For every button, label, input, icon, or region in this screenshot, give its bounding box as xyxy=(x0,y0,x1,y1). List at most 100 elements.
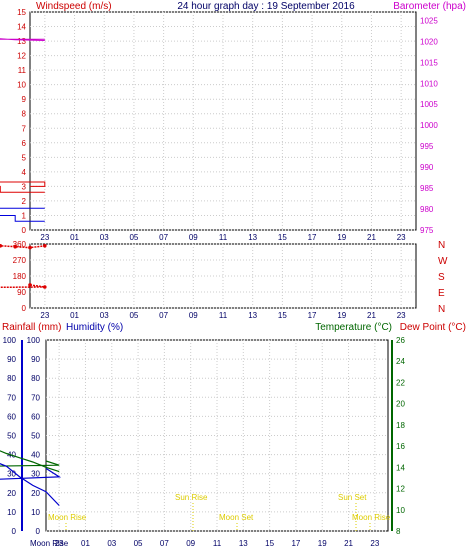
wind-x-tick-label: 15 xyxy=(278,233,287,242)
temperature-tick-label: 14 xyxy=(396,463,405,472)
rainfall-tick-label: 20 xyxy=(7,489,16,498)
direction-tick-label: 0 xyxy=(22,304,27,313)
direction-x-tick-label: 05 xyxy=(129,311,138,320)
wind-x-tick-label: 19 xyxy=(337,233,346,242)
event-label: Sun Set xyxy=(338,493,367,502)
event-label: Moon Rise xyxy=(48,513,87,522)
windspeed-tick-label: 15 xyxy=(17,8,26,17)
windspeed-tick-label: 7 xyxy=(22,124,27,133)
bottom-x-tick-label: 15 xyxy=(265,539,274,548)
rainfall-axis-label: Rainfall (mm) xyxy=(2,322,61,333)
windspeed-tick-label: 12 xyxy=(17,52,26,61)
windspeed-tick-label: 4 xyxy=(22,168,27,177)
rainfall-tick-label: 100 xyxy=(3,336,17,345)
wind-x-tick-label: 17 xyxy=(308,233,317,242)
bottom-x-tick-label: 07 xyxy=(160,539,169,548)
bottom-x-tick-label: 23 xyxy=(370,539,379,548)
bottom-x-tick-label: 09 xyxy=(186,539,195,548)
barometer-tick-label: 1015 xyxy=(420,58,438,67)
barometer-tick-label: 990 xyxy=(420,163,434,172)
windspeed-tick-label: 3 xyxy=(22,182,27,191)
event-label: Sun Rise xyxy=(175,493,208,502)
humidity-axis-label: Humidity (%) xyxy=(66,322,123,333)
bottom-x-tick-label: 03 xyxy=(107,539,116,548)
temperature-tick-label: 20 xyxy=(396,400,405,409)
windspeed-tick-label: 5 xyxy=(22,153,27,162)
dewpoint-axis-label: Dew Point (°C) xyxy=(400,322,466,333)
compass-north-bottom: N xyxy=(438,304,445,315)
compass-west: W xyxy=(438,256,448,267)
wind-x-tick-label: 21 xyxy=(367,233,376,242)
direction-x-tick-label: 23 xyxy=(397,311,406,320)
direction-x-tick-label: 19 xyxy=(337,311,346,320)
windspeed-tick-label: 1 xyxy=(22,211,27,220)
wind-direction-point xyxy=(43,285,47,289)
humidity-tick-label: 50 xyxy=(31,432,40,441)
humidity-tick-label: 0 xyxy=(36,527,41,536)
direction-x-tick-label: 23 xyxy=(40,311,49,320)
direction-x-tick-label: 21 xyxy=(367,311,376,320)
temperature-tick-label: 24 xyxy=(396,357,405,366)
temperature-tick-label: 8 xyxy=(396,527,401,536)
direction-x-tick-label: 09 xyxy=(189,311,198,320)
wind-panel-frame xyxy=(29,11,417,231)
direction-x-tick-label: 01 xyxy=(70,311,79,320)
rainfall-tick-label: 60 xyxy=(7,412,16,421)
barometer-tick-label: 995 xyxy=(420,142,434,151)
barometer-tick-label: 980 xyxy=(420,205,434,214)
bottom-x-tick-label: 11 xyxy=(213,539,222,548)
humidity-tick-label: 100 xyxy=(27,336,41,345)
barometer-tick-label: 1005 xyxy=(420,100,438,109)
humidity-tick-label: 20 xyxy=(31,489,40,498)
rainfall-tick-label: 50 xyxy=(7,432,16,441)
barometer-tick-label: 1000 xyxy=(420,121,438,130)
rainfall-tick-label: 30 xyxy=(7,470,16,479)
wind-x-tick-label: 13 xyxy=(248,233,257,242)
humidity-tick-label: 30 xyxy=(31,470,40,479)
direction-x-tick-label: 17 xyxy=(308,311,317,320)
bottom-x-tick-label: 01 xyxy=(81,539,90,548)
humidity-tick-label: 40 xyxy=(31,451,40,460)
windspeed-tick-label: 11 xyxy=(18,66,27,75)
dewpoint-line xyxy=(0,463,62,506)
wind-x-tick-label: 23 xyxy=(40,233,49,242)
bottom-x-tick-label: 21 xyxy=(344,539,353,548)
bottom-x-tick-label: 19 xyxy=(318,539,327,548)
bottom-x-tick-label: 05 xyxy=(134,539,143,548)
windspeed-axis-label: Windspeed (m/s) xyxy=(36,1,112,12)
humidity-tick-label: 10 xyxy=(31,508,40,517)
wind-direction-point xyxy=(0,244,3,248)
temperature-tick-label: 12 xyxy=(396,485,405,494)
wind-x-tick-label: 01 xyxy=(70,233,79,242)
barometer-tick-label: 1010 xyxy=(420,79,438,88)
rainfall-tick-label: 80 xyxy=(7,374,16,383)
barometer-tick-label: 1020 xyxy=(420,37,438,46)
wind-x-tick-label: 07 xyxy=(159,233,168,242)
humidity-tick-label: 80 xyxy=(31,374,40,383)
humidity-tick-label: 90 xyxy=(31,355,40,364)
rainfall-tick-label: 10 xyxy=(7,508,16,517)
windspeed-tick-label: 0 xyxy=(22,226,27,235)
windspeed-tick-label: 6 xyxy=(22,139,27,148)
humidity-tick-label: 70 xyxy=(31,393,40,402)
windspeed-tick-label: 9 xyxy=(22,95,27,104)
direction-tick-label: 270 xyxy=(13,256,27,265)
event-label: Moon Set xyxy=(219,513,254,522)
wind-x-tick-label: 09 xyxy=(189,233,198,242)
windspeed-tick-label: 10 xyxy=(17,81,26,90)
temperature-tick-label: 18 xyxy=(396,421,405,430)
data-series xyxy=(0,38,62,506)
rainfall-tick-label: 70 xyxy=(7,393,16,402)
moon-rise-axis-label: Moon Rise xyxy=(30,539,69,548)
compass-east: E xyxy=(438,288,445,299)
grid-lines xyxy=(30,11,416,532)
temperature-tick-label: 10 xyxy=(396,506,405,515)
direction-tick-label: 360 xyxy=(13,240,27,249)
wind-x-tick-label: 23 xyxy=(397,233,406,242)
bottom-x-tick-label: 23 xyxy=(55,539,64,548)
humidity-tick-label: 60 xyxy=(31,412,40,421)
wind-x-tick-label: 11 xyxy=(219,233,228,242)
compass-north-top: N xyxy=(438,240,445,251)
